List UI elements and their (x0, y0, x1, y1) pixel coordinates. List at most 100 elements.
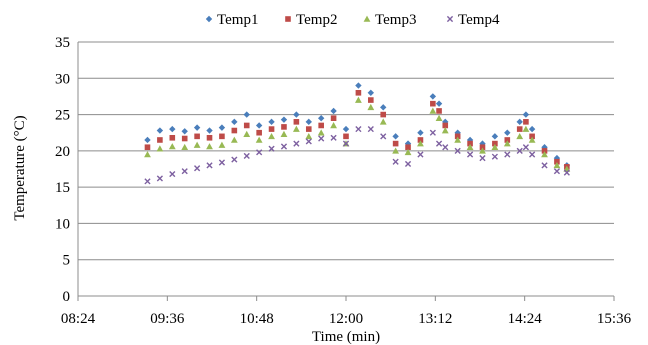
data-point (454, 133, 461, 140)
data-point (231, 127, 238, 134)
data-point (516, 147, 523, 154)
data-point (417, 137, 424, 143)
legend-label: Temp4 (458, 12, 500, 28)
legend-marker (446, 15, 454, 23)
data-point (553, 154, 561, 162)
data-point (255, 122, 263, 129)
data-point (268, 126, 275, 132)
data-point (380, 104, 387, 111)
data-point (392, 158, 399, 165)
data-point (342, 125, 350, 133)
data-point (293, 111, 300, 118)
data-point (330, 134, 337, 141)
data-point (417, 151, 424, 158)
data-point (169, 134, 176, 141)
data-point (503, 140, 511, 147)
data-point (194, 133, 200, 140)
data-point (156, 127, 164, 134)
data-point (404, 160, 412, 168)
data-point (317, 129, 325, 136)
data-point (144, 178, 151, 185)
data-point (436, 108, 442, 114)
legend-item: Temp1 (205, 12, 258, 28)
data-point (355, 96, 362, 103)
data-point (194, 165, 201, 172)
data-point (181, 135, 188, 142)
gridlines (78, 41, 614, 261)
data-point (417, 129, 424, 136)
data-point (243, 111, 250, 118)
x-tick-label: 15:36 (597, 311, 632, 327)
data-point (380, 133, 387, 140)
data-point (441, 127, 449, 134)
data-point (144, 151, 151, 158)
data-point (355, 90, 362, 96)
data-point (367, 103, 375, 111)
data-point (218, 124, 226, 131)
data-point (231, 118, 238, 126)
data-point (529, 133, 535, 140)
y-tick-label: 25 (55, 108, 70, 124)
data-point (528, 136, 536, 143)
data-point (181, 143, 189, 151)
legend-marker (285, 16, 291, 22)
y-tick-labels: 0 5 10 15 20 25 30 35 (55, 35, 70, 305)
data-point (256, 129, 262, 136)
y-tick-label: 15 (55, 180, 70, 196)
data-point (467, 140, 473, 147)
data-point (157, 137, 163, 143)
data-point (206, 162, 213, 169)
data-point (405, 144, 411, 151)
data-point (435, 100, 443, 107)
data-point (317, 115, 325, 122)
data-point (367, 125, 374, 133)
data-point (367, 89, 375, 96)
data-point (243, 130, 251, 137)
y-tick-label: 20 (55, 144, 70, 160)
y-tick-label: 0 (63, 289, 71, 305)
data-point (492, 140, 498, 147)
data-point (293, 119, 300, 125)
data-point (504, 151, 511, 158)
data-point (529, 151, 536, 158)
legend-item: Temp4 (446, 12, 500, 28)
data-point (404, 148, 412, 156)
legend-marker (205, 15, 213, 23)
data-point (280, 116, 288, 123)
data-point (491, 143, 499, 151)
data-point (466, 143, 474, 151)
data-point (293, 140, 300, 147)
data-point (193, 141, 201, 148)
data-point (255, 136, 263, 143)
data-point (305, 126, 312, 132)
data-point (553, 161, 561, 169)
data-point (156, 145, 164, 152)
data-point (305, 118, 312, 126)
data-point (435, 140, 443, 147)
x-tick-label: 14:24 (508, 311, 543, 327)
data-point (218, 141, 226, 148)
y-tick-label: 35 (55, 35, 70, 51)
data-point (379, 118, 387, 125)
data-point (429, 93, 437, 100)
legend-label: Temp2 (296, 12, 337, 28)
x-tick-label: 12:00 (329, 311, 363, 327)
data-point (318, 135, 325, 142)
data-point (193, 124, 201, 131)
data-point (368, 97, 374, 103)
data-point (305, 132, 313, 140)
data-point (479, 147, 486, 154)
data-point (430, 100, 436, 107)
data-point (169, 170, 176, 178)
axes (77, 42, 615, 301)
data-point (144, 144, 151, 151)
data-point (355, 125, 362, 133)
data-point (268, 132, 275, 140)
y-tick-label: 5 (63, 253, 71, 269)
data-point (435, 114, 443, 121)
data-point (392, 133, 399, 140)
data-point (156, 175, 163, 182)
data-point (181, 168, 188, 175)
data-point (206, 143, 213, 150)
data-point (268, 145, 275, 152)
